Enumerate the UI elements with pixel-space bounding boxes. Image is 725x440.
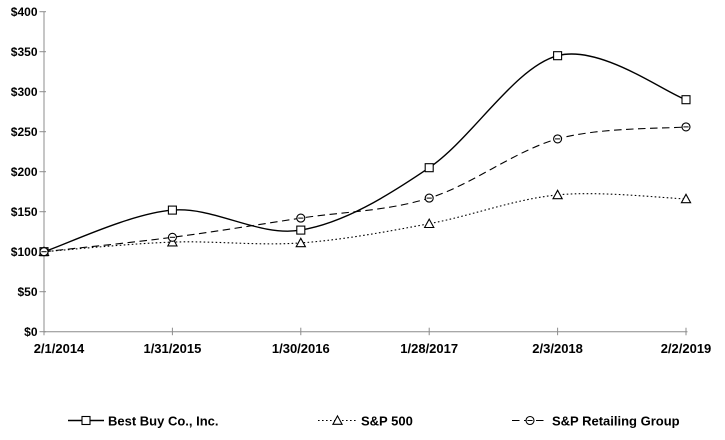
- data-point-marker-triangle: [680, 193, 692, 204]
- y-tick-label: $250: [11, 125, 38, 139]
- y-tick-label: $300: [11, 85, 38, 99]
- data-point-marker-triangle: [552, 189, 564, 200]
- legend-label: S&P Retailing Group: [552, 414, 680, 429]
- legend-label: S&P 500: [361, 414, 413, 429]
- legend-label: Best Buy Co., Inc.: [108, 414, 219, 429]
- data-point-marker-square: [681, 95, 691, 105]
- legend-marker-triangle: [331, 414, 344, 425]
- data-point-marker-triangle: [295, 237, 307, 248]
- legend-marker-square: [81, 415, 91, 426]
- x-tick-label: 2/2/2019: [661, 341, 712, 356]
- series-line-s-p-500: [43, 193, 687, 253]
- y-tick-label: $50: [17, 285, 37, 299]
- y-tick-label: $400: [11, 5, 38, 19]
- x-tick-label: 1/31/2015: [143, 341, 201, 356]
- y-tick-label: $150: [11, 205, 38, 219]
- x-tick-label: 2/1/2014: [34, 341, 85, 356]
- data-point-marker-square: [424, 163, 434, 173]
- y-tick-label: $100: [11, 245, 38, 259]
- y-tick-label: $350: [11, 45, 38, 59]
- x-tick-label: 2/3/2018: [532, 341, 583, 356]
- data-point-marker-triangle: [423, 217, 435, 229]
- y-tick-label: $0: [24, 325, 38, 339]
- data-point-marker-square: [167, 205, 177, 215]
- x-tick-label: 1/30/2016: [272, 341, 330, 356]
- legend-item-s-p-500: S&P 500: [318, 414, 413, 429]
- legend-item-best-buy-co-inc: Best Buy Co., Inc.: [68, 414, 219, 429]
- data-point-marker-square: [296, 225, 306, 235]
- data-point-marker-square: [553, 51, 563, 61]
- y-tick-label: $200: [11, 165, 38, 179]
- series-line-best-buy-co-inc: [43, 53, 687, 253]
- x-tick-label: 1/28/2017: [400, 341, 458, 356]
- legend-item-s-p-retailing-group: S&P Retailing Group: [512, 414, 680, 429]
- series-line-s-p-retailing-group: [43, 126, 687, 253]
